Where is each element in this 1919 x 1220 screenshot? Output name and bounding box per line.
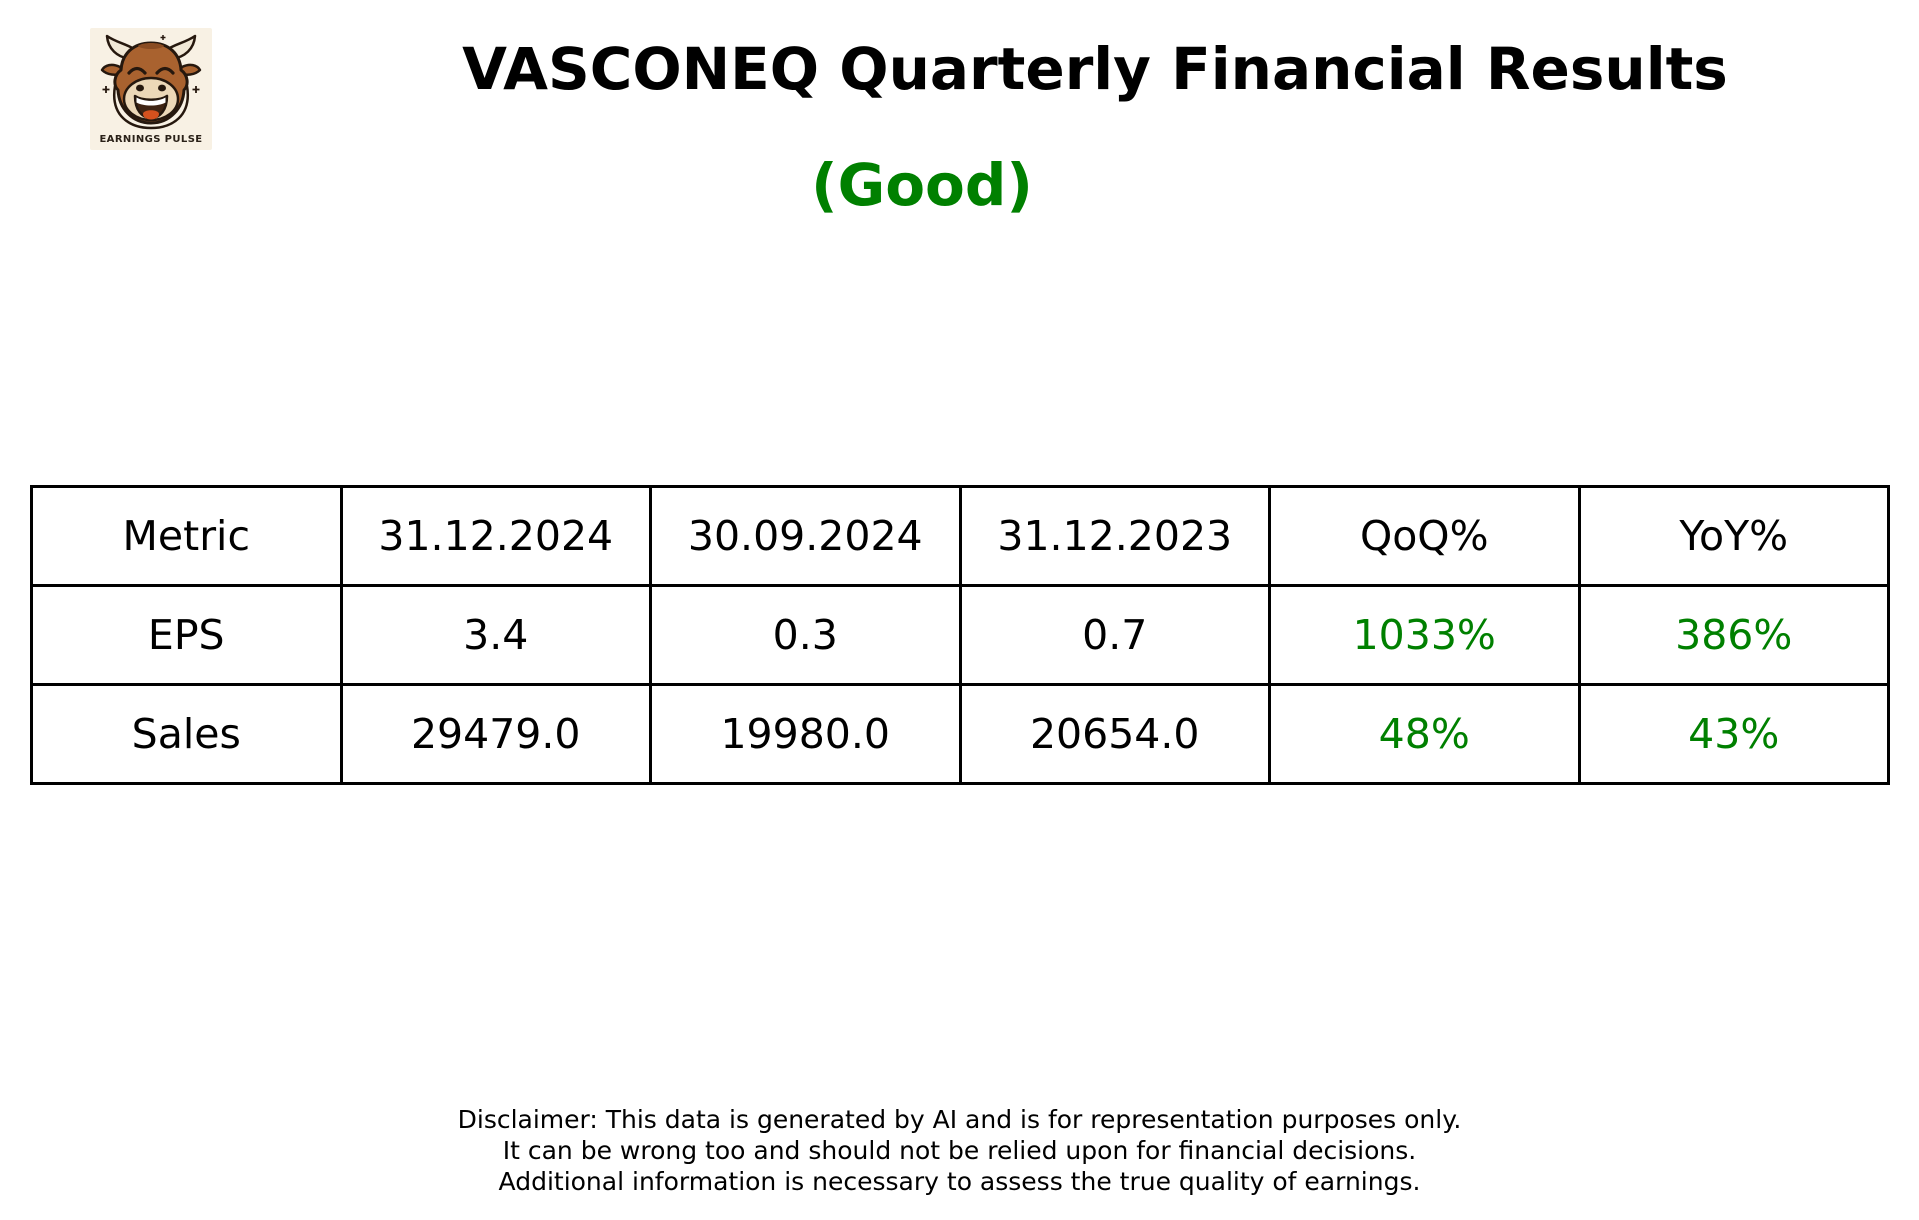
value-cell: 0.7 bbox=[958, 584, 1271, 686]
value-cell: 20654.0 bbox=[958, 683, 1271, 785]
disclaimer: Disclaimer: This data is generated by AI… bbox=[0, 1104, 1919, 1197]
report-title: VASCONEQ Quarterly Financial Results bbox=[462, 35, 1728, 103]
disclaimer-line: It can be wrong too and should not be re… bbox=[502, 1136, 1417, 1165]
table-header-row: Metric 31.12.2024 30.09.2024 31.12.2023 … bbox=[30, 485, 1890, 587]
value-cell: 3.4 bbox=[339, 584, 652, 686]
column-header-metric: Metric bbox=[30, 485, 343, 587]
value-cell: 19980.0 bbox=[649, 683, 962, 785]
column-header-q-previous: 30.09.2024 bbox=[649, 485, 962, 587]
results-table: Metric 31.12.2024 30.09.2024 31.12.2023 … bbox=[30, 485, 1890, 785]
disclaimer-line: Additional information is necessary to a… bbox=[498, 1167, 1421, 1196]
value-cell: 0.3 bbox=[649, 584, 962, 686]
table-row-eps: EPS 3.4 0.3 0.7 1033% 386% bbox=[30, 584, 1890, 686]
verdict-label: (Good) bbox=[811, 151, 1033, 219]
qoq-cell: 1033% bbox=[1268, 584, 1581, 686]
yoy-cell: 43% bbox=[1577, 683, 1890, 785]
column-header-yoy: YoY% bbox=[1577, 485, 1890, 587]
table-row-sales: Sales 29479.0 19980.0 20654.0 48% 43% bbox=[30, 683, 1890, 785]
laughing-bull-icon bbox=[90, 28, 212, 150]
logo-brand-text: EARNINGS PULSE bbox=[99, 134, 203, 145]
column-header-qoq: QoQ% bbox=[1268, 485, 1581, 587]
column-header-q-current: 31.12.2024 bbox=[339, 485, 652, 587]
value-cell: 29479.0 bbox=[339, 683, 652, 785]
qoq-cell: 48% bbox=[1268, 683, 1581, 785]
earnings-pulse-logo: EARNINGS PULSE bbox=[90, 28, 212, 150]
column-header-q-yearago: 31.12.2023 bbox=[958, 485, 1271, 587]
metric-cell: Sales bbox=[30, 683, 343, 785]
metric-cell: EPS bbox=[30, 584, 343, 686]
yoy-cell: 386% bbox=[1577, 584, 1890, 686]
disclaimer-line: Disclaimer: This data is generated by AI… bbox=[457, 1105, 1462, 1134]
